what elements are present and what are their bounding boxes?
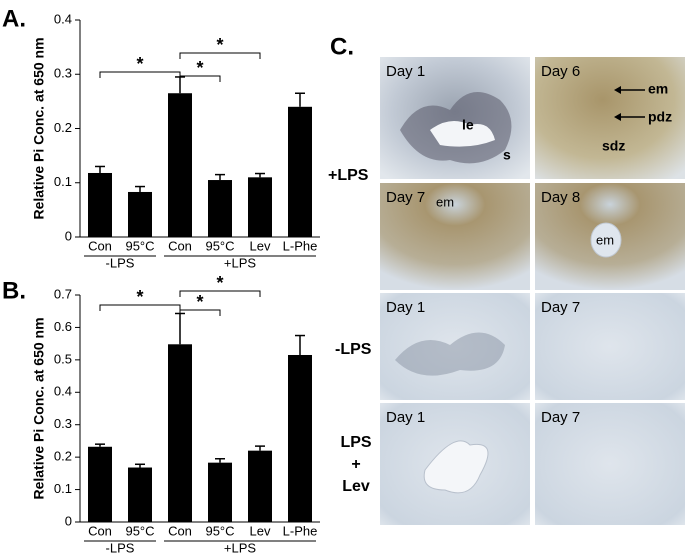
- lumen: [430, 121, 495, 147]
- y-tick-label: 0.2: [54, 449, 72, 464]
- x-tick-label: 95°C: [125, 238, 154, 253]
- y-tick-label: 0.1: [54, 174, 72, 189]
- group-label: +LPS: [224, 255, 256, 270]
- image-title: Day 7: [386, 189, 425, 206]
- image-title: Day 1: [386, 63, 425, 80]
- significance-bracket: [99, 71, 181, 78]
- arrowhead: [614, 113, 621, 121]
- significance-label: *: [216, 35, 223, 55]
- y-axis-label: Relative Pi Conc. at 650 nm: [31, 37, 47, 219]
- y-tick-label: 0.6: [54, 319, 72, 334]
- y-tick-label: 0: [65, 513, 72, 528]
- significance-bracket: [179, 309, 221, 316]
- bar: [168, 93, 192, 237]
- row-label: LPS: [340, 434, 371, 451]
- y-tick-label: 0: [65, 228, 72, 243]
- x-tick-label: 95°C: [205, 523, 234, 538]
- image-title: Day 1: [386, 409, 425, 426]
- significance-label: *: [136, 287, 143, 307]
- row-label: Lev: [342, 478, 370, 495]
- significance-bracket: [179, 75, 221, 82]
- y-tick-label: 0.3: [54, 416, 72, 431]
- x-tick-label: Con: [168, 523, 192, 538]
- group-label: +LPS: [224, 540, 256, 554]
- bar: [248, 177, 272, 237]
- significance-label: *: [136, 54, 143, 74]
- annotation: s: [503, 147, 511, 163]
- y-tick-label: 0.7: [54, 286, 72, 301]
- bar: [168, 344, 192, 522]
- bar: [128, 191, 152, 237]
- micrograph: [535, 293, 685, 400]
- annotation: sdz: [602, 138, 625, 154]
- lumen: [423, 440, 489, 494]
- x-tick-label: Con: [168, 238, 192, 253]
- annotation: le: [462, 117, 474, 133]
- x-tick-label: L-Phe: [283, 238, 318, 253]
- significance-bracket: [179, 52, 261, 59]
- y-tick-label: 0.2: [54, 120, 72, 135]
- image-title: Day 6: [541, 63, 580, 80]
- significance-bracket: [99, 304, 181, 311]
- x-tick-label: Lev: [250, 238, 271, 253]
- x-tick-label: L-Phe: [283, 523, 318, 538]
- x-tick-label: Con: [88, 238, 112, 253]
- y-axis-label: Relative Pi Conc. at 650 nm: [31, 317, 47, 499]
- arrowhead: [614, 86, 621, 94]
- row-label: +: [351, 456, 360, 473]
- x-tick-label: 95°C: [205, 238, 234, 253]
- bar: [208, 462, 232, 522]
- image-panel: C. Day 1 le s Day 6 em pdz sdz Day 7 em …: [328, 33, 685, 525]
- micrograph: [380, 183, 530, 290]
- row-label: -LPS: [335, 341, 372, 358]
- significance-label: *: [196, 292, 203, 312]
- significance-label: *: [196, 58, 203, 78]
- panel-label: B.: [2, 277, 26, 304]
- image-title: Day 8: [541, 189, 580, 206]
- bar: [208, 180, 232, 237]
- bar: [288, 106, 312, 237]
- annotation: em: [436, 194, 454, 209]
- lumen: [590, 222, 622, 258]
- x-tick-label: Lev: [250, 523, 271, 538]
- significance-bracket: [179, 290, 261, 297]
- tissue-shape: [395, 332, 505, 376]
- image-title: Day 7: [541, 299, 580, 316]
- x-tick-label: Con: [88, 523, 112, 538]
- panel-label: A.: [2, 5, 26, 32]
- image-title: Day 1: [386, 299, 425, 316]
- y-tick-label: 0.4: [54, 11, 72, 26]
- y-tick-label: 0.5: [54, 351, 72, 366]
- image-title: Day 7: [541, 409, 580, 426]
- bar: [288, 354, 312, 522]
- bar: [248, 450, 272, 522]
- bar: [88, 172, 112, 237]
- y-tick-label: 0.1: [54, 481, 72, 496]
- y-tick-label: 0.3: [54, 66, 72, 81]
- y-tick-label: 0.4: [54, 384, 72, 399]
- bar: [128, 467, 152, 522]
- group-label: -LPS: [106, 540, 135, 554]
- bar: [88, 446, 112, 522]
- annotation: pdz: [648, 109, 672, 125]
- micrograph: [535, 403, 685, 525]
- annotation: em: [648, 81, 668, 97]
- annotation: em: [596, 232, 614, 247]
- panel-label: C.: [330, 33, 354, 60]
- group-label: -LPS: [106, 255, 135, 270]
- row-label: +LPS: [328, 167, 369, 184]
- significance-label: *: [216, 273, 223, 293]
- micrograph: [535, 57, 685, 179]
- x-tick-label: 95°C: [125, 523, 154, 538]
